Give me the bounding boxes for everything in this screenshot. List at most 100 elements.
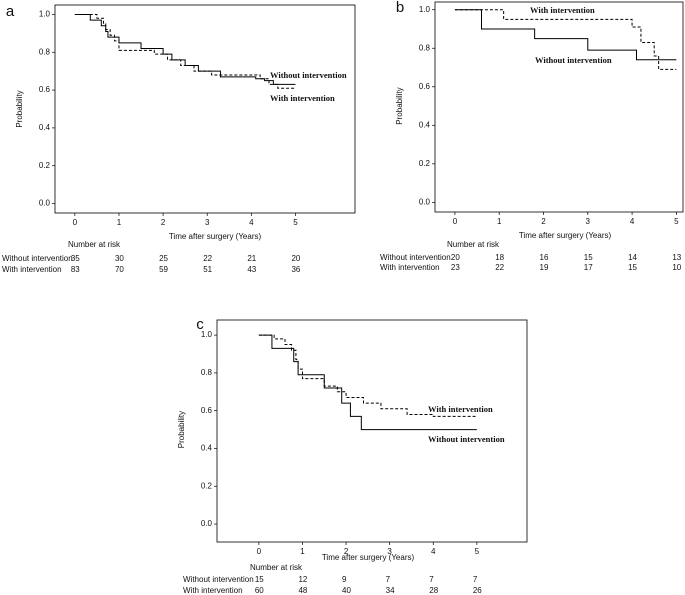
x-tick-label: 3: [586, 217, 591, 226]
curve-annotation: With intervention: [530, 5, 595, 15]
curve-annotation: With intervention: [428, 404, 493, 414]
y-tick-label: 0.4: [201, 444, 213, 453]
survival-curve: [258, 334, 477, 417]
at-risk-count: 35: [71, 254, 80, 263]
x-tick-label: 2: [344, 547, 349, 556]
x-axis-title: Time after surgery (Years): [322, 553, 415, 562]
plot-frame: [434, 1, 684, 213]
y-tick-label: 0.4: [419, 120, 431, 129]
at-risk-title: Number at risk: [68, 240, 121, 249]
survival-curve: [74, 13, 296, 89]
x-tick-label: 3: [205, 218, 210, 227]
plot-frame: [54, 4, 356, 214]
at-risk-count: 13: [672, 253, 681, 262]
at-risk-count: 48: [298, 586, 307, 595]
at-risk-count: 21: [247, 254, 256, 263]
x-tick-label: 2: [541, 217, 546, 226]
y-tick-label: 1.0: [39, 10, 51, 19]
survival-curve: [74, 13, 296, 85]
curve-annotation: Without intervention: [428, 434, 505, 444]
y-tick-label: 0.6: [39, 85, 51, 94]
y-tick-label: 0.6: [201, 406, 213, 415]
at-risk-title: Number at risk: [250, 563, 303, 572]
at-risk-count: 36: [291, 265, 300, 274]
at-risk-count: 34: [386, 586, 395, 595]
x-tick-label: 3: [387, 547, 392, 556]
y-tick-label: 0.2: [201, 481, 213, 490]
at-risk-count: 70: [115, 265, 124, 274]
at-risk-count: 83: [71, 265, 80, 274]
at-risk-count: 17: [584, 263, 593, 272]
y-tick-label: 0.4: [39, 123, 51, 132]
at-risk-count: 43: [247, 265, 256, 274]
x-tick-label: 0: [257, 547, 262, 556]
x-tick-label: 5: [293, 218, 298, 227]
at-risk-count: 23: [451, 263, 460, 272]
panel-label: b: [396, 0, 404, 16]
y-tick-label: 0.2: [39, 161, 51, 170]
x-tick-label: 0: [73, 218, 78, 227]
panel-label: c: [196, 316, 204, 333]
at-risk-count: 30: [115, 254, 124, 263]
x-tick-label: 0: [453, 217, 458, 226]
y-axis-title: Probability: [395, 87, 404, 124]
at-risk-count: 22: [495, 263, 504, 272]
at-risk-count: 19: [540, 263, 549, 272]
at-risk-count: 9: [342, 575, 347, 584]
at-risk-row-label: With intervention: [2, 265, 62, 274]
survival-curve: [454, 9, 677, 70]
y-tick-label: 0.8: [39, 47, 51, 56]
at-risk-row-label: With intervention: [183, 586, 243, 595]
y-tick-label: 1.0: [419, 5, 431, 14]
x-tick-label: 4: [630, 217, 635, 226]
x-axis-title: Time after surgery (Years): [169, 232, 262, 241]
at-risk-row-label: With intervention: [380, 263, 440, 272]
at-risk-count: 10: [672, 263, 681, 272]
at-risk-count: 7: [473, 575, 478, 584]
x-tick-label: 5: [475, 547, 480, 556]
y-tick-label: 0.8: [419, 43, 431, 52]
at-risk-count: 14: [628, 253, 637, 262]
plot-frame: [216, 319, 528, 543]
x-tick-label: 4: [431, 547, 436, 556]
x-tick-label: 1: [117, 218, 122, 227]
at-risk-count: 20: [291, 254, 300, 263]
curve-annotation: Without intervention: [535, 55, 612, 65]
at-risk-count: 26: [473, 586, 482, 595]
at-risk-count: 15: [584, 253, 593, 262]
at-risk-count: 25: [159, 254, 168, 263]
x-tick-label: 5: [674, 217, 679, 226]
y-tick-label: 0.6: [419, 82, 431, 91]
at-risk-count: 40: [342, 586, 351, 595]
at-risk-count: 7: [386, 575, 391, 584]
x-axis-title: Time after surgery (Years): [519, 231, 612, 240]
panel-label: a: [6, 3, 15, 20]
at-risk-count: 15: [628, 263, 637, 272]
at-risk-count: 22: [203, 254, 212, 263]
x-tick-label: 1: [300, 547, 305, 556]
y-tick-label: 0.2: [419, 159, 431, 168]
curve-annotation: With intervention: [270, 93, 335, 103]
at-risk-row-label: Without intervention: [183, 575, 254, 584]
y-tick-label: 0.0: [201, 519, 213, 528]
curve-annotation: Without intervention: [270, 70, 347, 80]
at-risk-count: 16: [540, 253, 549, 262]
y-tick-label: 0.8: [201, 368, 213, 377]
at-risk-count: 51: [203, 265, 212, 274]
y-axis-title: Probability: [177, 411, 186, 448]
at-risk-count: 12: [298, 575, 307, 584]
y-axis-title: Probability: [15, 90, 24, 127]
at-risk-count: 20: [451, 253, 460, 262]
at-risk-count: 7: [429, 575, 434, 584]
at-risk-count: 28: [429, 586, 438, 595]
x-tick-label: 2: [161, 218, 166, 227]
x-tick-label: 1: [497, 217, 502, 226]
at-risk-count: 15: [255, 575, 264, 584]
x-tick-label: 4: [249, 218, 254, 227]
at-risk-row-label: Without intervention: [2, 254, 73, 263]
at-risk-count: 18: [495, 253, 504, 262]
y-tick-label: 1.0: [201, 330, 213, 339]
y-tick-label: 0.0: [419, 197, 431, 206]
at-risk-title: Number at risk: [447, 240, 500, 249]
